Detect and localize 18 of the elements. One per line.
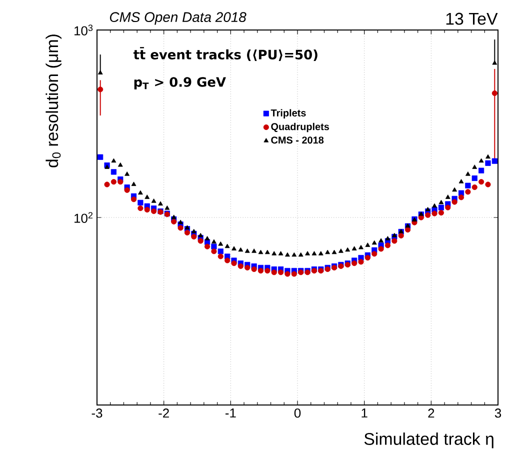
x-tick-label: 1 [362, 408, 368, 418]
x-tick-label: -1 [225, 408, 236, 418]
x-axis-title: Simulated track η [364, 432, 494, 448]
x-tick-label: 3 [494, 408, 502, 418]
x-tick-label: -2 [158, 408, 169, 418]
annotation: tt̄ event tracks (⟨PU⟩=50) [133, 47, 318, 61]
legend-label: Quadruplets [271, 122, 330, 132]
x-tick-label: 2 [428, 408, 434, 418]
x-tick-label: 0 [294, 408, 301, 418]
y-tick-label: 10$^{3}$ [74, 24, 93, 36]
y-axis-title: d$_{0}$ resolution (μm) [46, 34, 62, 168]
x-tick-label: -3 [92, 408, 102, 418]
legend-label: Triplets [270, 109, 306, 118]
chart-subtitle: 13 TeV [446, 12, 498, 25]
legend-label: CMS - 2018 [271, 136, 324, 144]
y-tick-label: 10$^{2}$ [74, 212, 93, 223]
annotation: p$_{T}$ > 0.9 GeV [134, 77, 226, 90]
chart-title: CMS Open Data 2018 [110, 12, 246, 25]
